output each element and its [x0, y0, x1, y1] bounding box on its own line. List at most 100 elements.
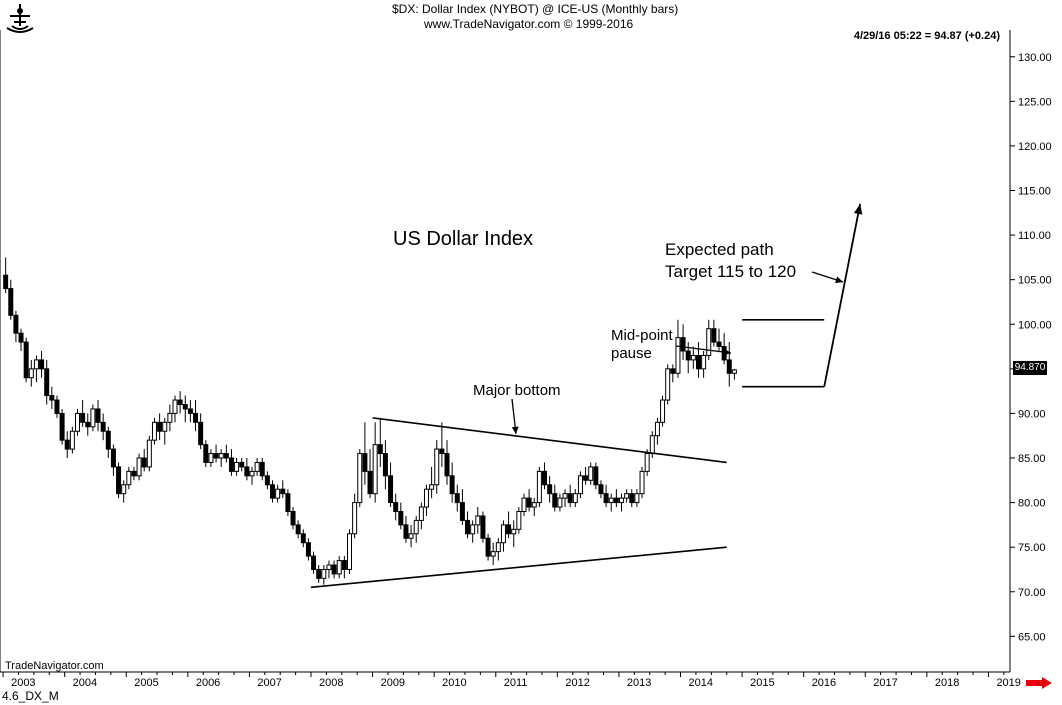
candle-body: [141, 457, 147, 468]
candle-body: [270, 484, 276, 499]
candle-body: [470, 524, 476, 535]
candle-body: [198, 421, 204, 446]
candle-body: [485, 537, 491, 557]
expected-path-label-1: Expected path: [665, 240, 774, 259]
candle-body: [542, 470, 548, 486]
candle-body: [213, 453, 219, 459]
candle-body: [526, 497, 532, 508]
candle-body: [562, 493, 568, 499]
candle-body: [136, 457, 142, 477]
candle-body: [618, 497, 624, 504]
candle-body: [13, 314, 19, 334]
candle-body: [162, 421, 168, 432]
candle-body: [490, 551, 496, 557]
candle-body: [536, 470, 542, 504]
candle-body: [675, 337, 681, 374]
candle-body: [249, 470, 255, 477]
x-tick-label: 2003: [11, 677, 35, 689]
candle-body: [151, 421, 157, 441]
candle-body: [228, 457, 234, 472]
candle-body: [300, 533, 306, 544]
candle-body: [254, 461, 260, 472]
x-tick-label: 2013: [627, 677, 651, 689]
right-arrow-icon[interactable]: [1026, 677, 1052, 689]
candle-body: [8, 288, 14, 316]
candle-body: [167, 412, 173, 423]
trendlines: [310, 203, 863, 589]
y-tick-label: 120.00: [1018, 141, 1052, 153]
y-tick-label: 70.00: [1018, 587, 1046, 599]
candle-body: [305, 542, 311, 557]
candle-body: [90, 408, 96, 428]
candle-body: [377, 444, 383, 455]
candle-body: [660, 399, 666, 423]
candle-body: [665, 368, 671, 401]
y-tick-label: 130.00: [1018, 52, 1052, 64]
candle-body: [393, 502, 399, 513]
candle-body: [39, 359, 45, 370]
candle-body: [182, 404, 188, 410]
tick-labels: 65.0070.0075.0080.0085.0090.0095.00100.0…: [2, 52, 1052, 689]
axes: [0, 30, 1011, 673]
chart-header-title: $DX: Dollar Index (NYBOT) @ ICE-US (Mont…: [392, 2, 679, 16]
candle-body: [74, 412, 80, 432]
x-tick-label: 2014: [689, 677, 713, 689]
x-tick-label: 2004: [73, 677, 97, 689]
candle-body: [465, 519, 471, 535]
ship-wheel-logo-icon: [6, 4, 34, 33]
candle-body: [583, 475, 589, 481]
y-tick-label: 100.00: [1018, 319, 1052, 331]
candle-body: [454, 493, 460, 504]
candle-body: [593, 466, 599, 486]
candle-body: [239, 461, 245, 468]
x-tick-label: 2008: [319, 677, 343, 689]
candle-body: [316, 568, 322, 579]
candle-body: [403, 524, 409, 539]
trendline: [310, 546, 727, 589]
candle-body: [685, 350, 691, 361]
candle-body: [116, 466, 122, 495]
candle-body: [85, 421, 91, 428]
candle-body: [434, 448, 440, 486]
candle-body: [321, 568, 327, 579]
candle-body: [177, 399, 183, 405]
x-tick-label: 2017: [873, 677, 897, 689]
y-tick-label: 125.00: [1018, 96, 1052, 108]
candle-body: [634, 493, 640, 504]
candle-body: [670, 368, 676, 374]
x-tick-label: 2005: [134, 677, 158, 689]
candle-body: [726, 359, 732, 374]
candle-body: [223, 453, 229, 459]
candle-body: [567, 493, 573, 504]
candle-body: [701, 354, 707, 370]
chart-title: US Dollar Index: [393, 228, 534, 250]
candle-body: [439, 448, 445, 455]
candle-body: [444, 453, 450, 477]
candle-body: [367, 470, 373, 495]
candle-body: [54, 399, 60, 414]
candle-body: [649, 435, 655, 455]
candle-body: [398, 511, 404, 526]
candle-body: [552, 493, 558, 508]
candle-body: [69, 430, 75, 450]
candle-body: [654, 421, 660, 437]
chart-header-copyright: www.TradeNavigator.com © 1999-2016: [424, 17, 634, 31]
candle-body: [326, 564, 332, 570]
candle-body: [690, 354, 696, 361]
y-tick-label: 80.00: [1018, 498, 1046, 510]
candle-body: [577, 475, 583, 495]
candle-body: [311, 555, 317, 570]
candle-body: [531, 502, 537, 508]
x-tick-label: 2012: [565, 677, 589, 689]
candle-body: [80, 412, 86, 423]
candle-body: [28, 368, 34, 379]
candle-body: [372, 444, 378, 495]
candle-body: [203, 444, 209, 463]
candle-body: [187, 408, 193, 414]
candle-body: [408, 533, 414, 539]
candle-body: [706, 328, 712, 356]
candle-body: [146, 439, 152, 468]
candle-body: [264, 475, 270, 486]
candle-body: [193, 412, 199, 423]
